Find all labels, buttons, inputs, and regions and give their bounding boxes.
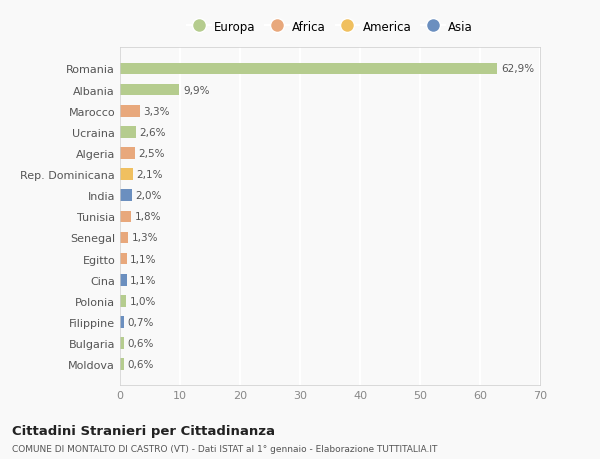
Bar bbox=[120, 358, 124, 370]
Bar bbox=[120, 296, 126, 307]
Bar bbox=[120, 232, 128, 244]
Bar bbox=[120, 84, 179, 96]
Bar bbox=[120, 63, 497, 75]
Text: 2,0%: 2,0% bbox=[136, 191, 162, 201]
Text: 2,5%: 2,5% bbox=[139, 149, 165, 159]
Text: 1,1%: 1,1% bbox=[130, 275, 157, 285]
Bar bbox=[120, 148, 135, 159]
Text: 0,6%: 0,6% bbox=[127, 359, 154, 369]
Text: 3,3%: 3,3% bbox=[143, 106, 170, 117]
Bar bbox=[120, 106, 140, 118]
Text: 0,7%: 0,7% bbox=[128, 317, 154, 327]
Text: 1,8%: 1,8% bbox=[134, 212, 161, 222]
Text: 0,6%: 0,6% bbox=[127, 338, 154, 348]
Bar bbox=[120, 211, 131, 223]
Bar bbox=[120, 169, 133, 180]
Bar bbox=[120, 253, 127, 265]
Text: 1,0%: 1,0% bbox=[130, 296, 156, 306]
Text: 1,3%: 1,3% bbox=[131, 233, 158, 243]
Legend: Europa, Africa, America, Asia: Europa, Africa, America, Asia bbox=[184, 17, 476, 37]
Text: COMUNE DI MONTALTO DI CASTRO (VT) - Dati ISTAT al 1° gennaio - Elaborazione TUTT: COMUNE DI MONTALTO DI CASTRO (VT) - Dati… bbox=[12, 444, 437, 453]
Bar bbox=[120, 127, 136, 138]
Text: Cittadini Stranieri per Cittadinanza: Cittadini Stranieri per Cittadinanza bbox=[12, 425, 275, 437]
Text: 2,6%: 2,6% bbox=[139, 128, 166, 138]
Bar bbox=[120, 337, 124, 349]
Bar bbox=[120, 316, 124, 328]
Bar bbox=[120, 190, 132, 202]
Bar bbox=[120, 274, 127, 286]
Text: 62,9%: 62,9% bbox=[501, 64, 534, 74]
Text: 1,1%: 1,1% bbox=[130, 254, 157, 264]
Text: 9,9%: 9,9% bbox=[183, 85, 209, 95]
Text: 2,1%: 2,1% bbox=[136, 170, 163, 180]
